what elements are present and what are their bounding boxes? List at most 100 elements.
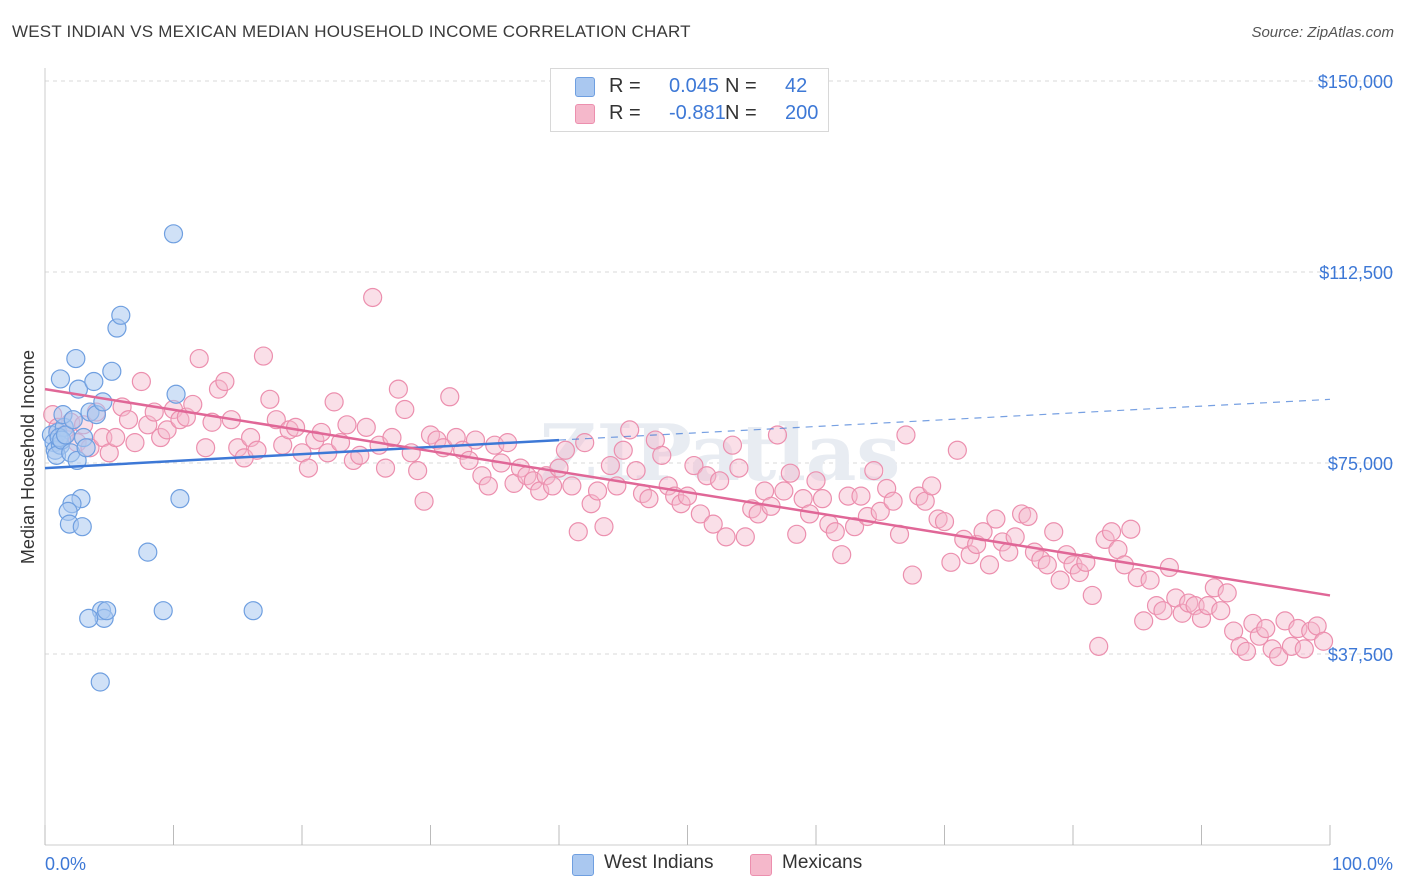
y-tick-label: $112,500 [1319,263,1393,283]
mexicans-point [864,461,884,481]
mexicans-point [131,371,151,392]
mexicans-point [1217,583,1237,603]
mexicans-point [594,517,614,537]
bottom-legend-label: Mexicans [782,852,863,873]
watermark: ZIPatlas [540,408,901,499]
mexicans-point [1044,522,1064,542]
mexicans-point [324,392,344,412]
mexicans-point [1262,639,1282,659]
mexicans-point [408,461,428,481]
mexicans-point [735,527,755,547]
west-indians-trend-line [44,438,560,470]
mexicans-point [844,517,865,537]
mexicans-point [1069,562,1090,583]
mexicans-point [697,466,717,486]
west-indians-point [76,438,96,458]
mexicans-point [1211,601,1231,621]
west-indians-series [41,224,263,692]
mexicans-point [523,471,543,491]
west-indians-point [138,542,158,562]
x-tick-label: 100.0% [1332,854,1393,874]
y-axis-label: Median Household Income [18,350,38,564]
mexicans-point [549,458,569,478]
mexicans-point [247,440,267,460]
mexicans-point [350,445,370,465]
x-tick-label: 0.0% [45,854,86,874]
legend-r-label: R = [609,102,641,124]
watermark-text: ZIPatlas [540,408,901,499]
mexicans-point [1230,636,1250,656]
mexicans-point [986,509,1006,529]
mexicans-point [600,455,621,476]
mexicans-point [1037,555,1057,575]
west-indians-point [153,601,173,621]
mexicans-point [472,466,492,486]
mexicans-point [420,425,441,445]
mexicans-point [305,430,325,450]
chart-title: WEST INDIAN VS MEXICAN MEDIAN HOUSEHOLD … [12,22,691,41]
mexicans-point [922,476,942,496]
mexicans-point [806,471,826,491]
west-indians-trend-extension [558,398,1331,441]
mexicans-point [388,379,408,399]
mexicans-point [118,410,139,430]
west-indians-swatch [572,854,594,876]
grid-lines [45,80,1395,655]
mexicans-point [196,438,216,458]
mexicans-point [1198,596,1218,616]
legend-r-value: 0.045 [669,75,720,97]
mexicans-point [1134,611,1154,631]
mexicans-point [382,427,402,448]
mexicans-point [363,287,383,308]
mexicans-point [125,433,145,453]
legend-n-label: N = [725,102,757,124]
tick-labels: $150,000 $112,500 $75,000 $37,500 0.0% 100.0%… [18,72,1393,874]
mexicans-point [575,433,595,453]
west-indians-point [97,601,117,621]
mexicans-swatch [575,104,595,124]
mexicans-point [934,511,955,532]
west-indians-point [166,384,186,404]
mexicans-point [427,430,447,450]
trend-lines [44,387,1331,597]
mexicans-point [568,522,588,542]
mexicans-point [356,417,376,437]
correlation-legend: R = 0.045 N = 42 R = -0.881 N = 200 [550,68,829,132]
mexicans-point [1101,522,1122,542]
mexicans-point [947,440,967,460]
mexicans-point [106,427,126,448]
mexicans-point [542,476,563,496]
mexicans-point [812,489,833,509]
mexicans-point [896,425,916,445]
mexicans-point [253,346,274,366]
mexicans-point [703,514,723,534]
source-label: Source: ZipAtlas.com [1251,24,1394,41]
mexicans-point [767,425,788,445]
mexicans-point [157,420,177,440]
mexicans-point [1153,601,1173,621]
legend-n-value: 42 [785,75,808,97]
mexicans-point [710,471,730,491]
mexicans-point [1031,550,1051,570]
mexicans-point [677,486,698,506]
mexicans-swatch [750,854,772,876]
mexicans-point [690,504,710,524]
west-indians-point [243,601,263,621]
west-indians-point [93,392,113,412]
west-indians-point [63,410,83,430]
mexicans-point [478,476,498,496]
mexicans-point [716,527,736,547]
mexicans-trend-line [44,387,1331,597]
mexicans-point [151,427,171,448]
mexicans-point [215,371,235,392]
west-indians-point [50,369,71,389]
mexicans-point [851,486,871,506]
mexicans-point [1095,529,1115,550]
mexicans-point [1050,570,1070,590]
legend-n-value: 200 [785,102,819,124]
mexicans-point [414,491,434,511]
mexicans-point [587,481,608,501]
mexicans-point [337,415,357,435]
mexicans-point [1301,621,1321,641]
